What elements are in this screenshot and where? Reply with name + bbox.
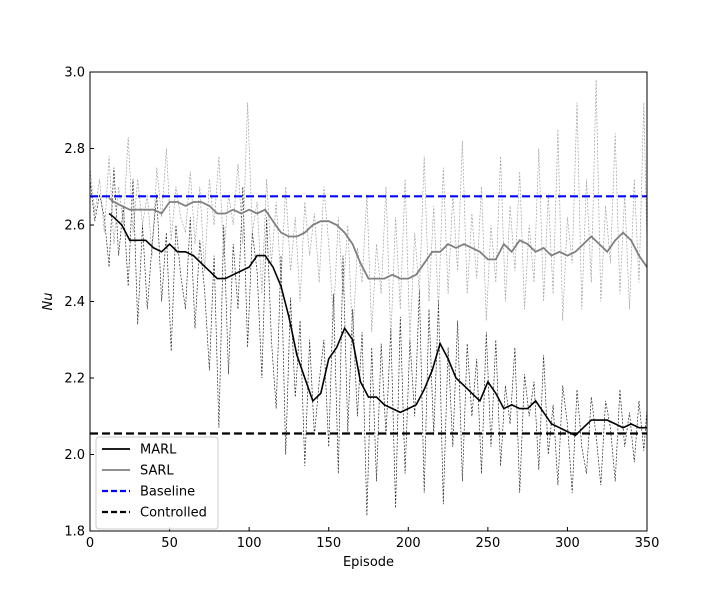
smoothed-series-layer — [108, 197, 647, 437]
raw-data-layer — [90, 79, 647, 516]
x-axis: 0 50 100 150 200 250 300 350 — [86, 527, 660, 551]
legend-box — [95, 436, 219, 530]
legend-label-baseline: Baseline — [140, 485, 195, 500]
raw-marl-trace — [90, 167, 647, 516]
legend-label-controlled: Controlled — [140, 506, 207, 521]
x-tick-label: 50 — [161, 536, 178, 551]
x-tick-label: 250 — [475, 536, 500, 551]
marl-line — [108, 212, 647, 437]
x-axis-label: Episode — [343, 555, 394, 570]
y-tick-label: 2.8 — [64, 142, 85, 157]
x-tick-label: 0 — [86, 536, 94, 551]
raw-sarl-trace — [90, 79, 647, 340]
y-tick-label: 1.8 — [64, 525, 85, 540]
y-tick-label: 3.0 — [64, 66, 85, 81]
y-tick-label: 2.0 — [64, 448, 85, 463]
legend-label-marl: MARL — [140, 443, 177, 458]
x-tick-label: 350 — [635, 536, 660, 551]
reference-lines-layer — [90, 195, 647, 435]
y-axis-label: Nu — [41, 293, 56, 311]
y-tick-label: 2.6 — [64, 219, 85, 234]
y-tick-label: 2.4 — [64, 295, 85, 310]
y-axis: 1.8 2.0 2.2 2.4 2.6 2.8 3.0 — [64, 66, 94, 540]
sarl-line — [108, 197, 647, 280]
legend-label-sarl: SARL — [140, 464, 174, 479]
legend: MARL SARL Baseline Controlled — [95, 436, 219, 530]
x-tick-label: 300 — [555, 536, 580, 551]
x-tick-label: 100 — [237, 536, 262, 551]
x-tick-label: 200 — [396, 536, 421, 551]
x-tick-label: 150 — [316, 536, 341, 551]
y-tick-label: 2.2 — [64, 372, 85, 387]
